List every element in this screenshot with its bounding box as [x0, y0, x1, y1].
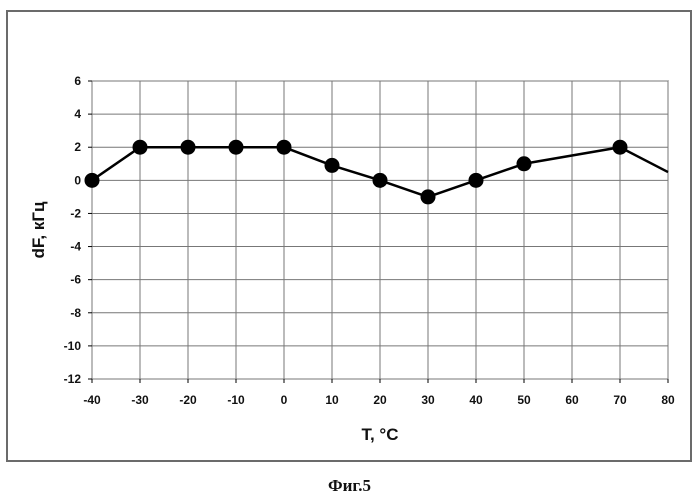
data-point	[181, 140, 196, 155]
x-tick-label: 60	[565, 393, 579, 407]
x-tick-label: -30	[131, 393, 149, 407]
y-tick-label: -2	[70, 206, 81, 220]
y-tick-label: -8	[70, 306, 81, 320]
data-point	[421, 189, 436, 204]
data-point	[613, 140, 628, 155]
data-point	[85, 173, 100, 188]
x-tick-label: -10	[227, 393, 245, 407]
x-tick-label: 0	[281, 393, 288, 407]
x-axis-title: T, °C	[361, 425, 398, 444]
x-tick-label: -20	[179, 393, 197, 407]
y-axis-title: dF, кГц	[29, 201, 48, 258]
x-tick-label: 10	[325, 393, 339, 407]
y-tick-label: 0	[74, 173, 81, 187]
data-point	[373, 173, 388, 188]
data-point	[277, 140, 292, 155]
data-point	[517, 156, 532, 171]
y-tick-label: 2	[74, 140, 81, 154]
x-tick-label: 40	[469, 393, 483, 407]
figure-caption: Фиг.5	[0, 476, 699, 496]
x-tick-label: 50	[517, 393, 531, 407]
y-tick-label: 6	[74, 74, 81, 88]
y-tick-label: -10	[64, 339, 82, 353]
y-tick-label: -4	[70, 240, 81, 254]
y-tick-label: -6	[70, 273, 81, 287]
chart: -40-30-20-10010203040506070806420-2-4-6-…	[0, 0, 699, 470]
x-tick-label: 70	[613, 393, 627, 407]
x-tick-label: 80	[661, 393, 675, 407]
y-tick-label: -12	[64, 372, 82, 386]
data-point	[133, 140, 148, 155]
x-tick-label: -40	[83, 393, 101, 407]
x-tick-label: 30	[421, 393, 435, 407]
y-tick-label: 4	[74, 107, 81, 121]
data-point	[325, 158, 340, 173]
data-point	[229, 140, 244, 155]
data-point	[469, 173, 484, 188]
x-tick-label: 20	[373, 393, 387, 407]
